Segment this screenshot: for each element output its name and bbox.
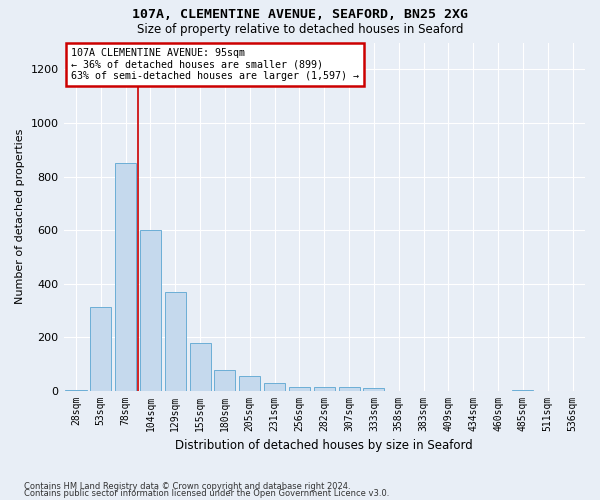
Bar bbox=[65, 390, 86, 391]
Bar bbox=[338, 387, 359, 391]
Text: 107A CLEMENTINE AVENUE: 95sqm
← 36% of detached houses are smaller (899)
63% of : 107A CLEMENTINE AVENUE: 95sqm ← 36% of d… bbox=[71, 48, 359, 81]
Text: Contains HM Land Registry data © Crown copyright and database right 2024.: Contains HM Land Registry data © Crown c… bbox=[24, 482, 350, 491]
Y-axis label: Number of detached properties: Number of detached properties bbox=[15, 129, 25, 304]
Text: 107A, CLEMENTINE AVENUE, SEAFORD, BN25 2XG: 107A, CLEMENTINE AVENUE, SEAFORD, BN25 2… bbox=[132, 8, 468, 20]
Bar bbox=[140, 230, 161, 391]
Bar bbox=[289, 387, 310, 391]
Text: Contains public sector information licensed under the Open Government Licence v3: Contains public sector information licen… bbox=[24, 490, 389, 498]
Bar bbox=[190, 343, 211, 391]
Bar bbox=[214, 370, 235, 391]
Text: Size of property relative to detached houses in Seaford: Size of property relative to detached ho… bbox=[137, 22, 463, 36]
Bar bbox=[165, 292, 186, 391]
Bar bbox=[314, 387, 335, 391]
Bar bbox=[239, 376, 260, 391]
Bar bbox=[264, 383, 285, 391]
X-axis label: Distribution of detached houses by size in Seaford: Distribution of detached houses by size … bbox=[175, 440, 473, 452]
Bar bbox=[115, 163, 136, 391]
Bar bbox=[90, 306, 112, 391]
Bar bbox=[364, 388, 385, 391]
Bar bbox=[512, 390, 533, 391]
